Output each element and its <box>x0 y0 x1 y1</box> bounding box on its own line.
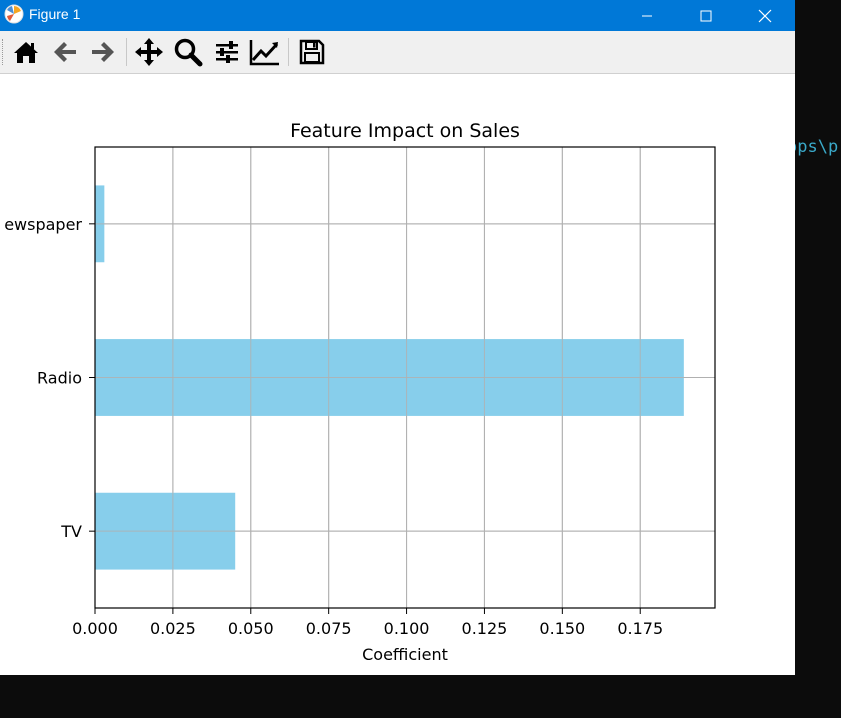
subplots-config-icon <box>216 41 238 63</box>
close-button[interactable] <box>736 0 794 31</box>
zoom-button[interactable] <box>172 36 204 68</box>
back-button[interactable] <box>49 36 81 68</box>
terminal-text: ops\p <box>787 137 839 157</box>
y-tick-label: TV <box>60 522 82 541</box>
save-button[interactable] <box>296 36 328 68</box>
configure-subplots-button[interactable] <box>211 36 243 68</box>
forward-button[interactable] <box>87 36 119 68</box>
toolbar-separator <box>288 38 289 66</box>
zoom-icon <box>174 38 203 67</box>
save-icon <box>299 39 325 65</box>
x-axis-label: Coefficient <box>362 645 448 664</box>
chart-title: Feature Impact on Sales <box>290 120 520 142</box>
toolbar-grip[interactable] <box>2 39 4 65</box>
x-tick-label: 0.175 <box>617 619 663 638</box>
x-tick-label: 0.000 <box>72 619 118 638</box>
x-tick-label: 0.150 <box>539 619 585 638</box>
home-icon <box>14 42 38 63</box>
x-tick-label: 0.050 <box>228 619 274 638</box>
edit-axis-icon <box>249 40 279 66</box>
bar-chart: Feature Impact on Sales 0.000 0.025 0.050 0.… <box>4 120 716 664</box>
y-tick-label: ewspaper <box>4 215 82 234</box>
minimize-button[interactable] <box>618 0 676 31</box>
title-bar[interactable]: Figure 1 <box>0 0 795 31</box>
edit-axis-button[interactable] <box>249 36 281 68</box>
pan-icon <box>135 38 163 66</box>
maximize-icon <box>700 10 712 21</box>
app-icon <box>4 4 24 24</box>
home-button[interactable] <box>10 36 42 68</box>
figure-window: Figure 1 <box>0 0 795 675</box>
x-tick-label: 0.025 <box>150 619 196 638</box>
x-tick-label: 0.125 <box>462 619 508 638</box>
x-tick-label: 0.100 <box>384 619 430 638</box>
toolbar-separator <box>126 38 127 66</box>
maximize-button[interactable] <box>677 0 735 31</box>
x-tick-label: 0.075 <box>306 619 352 638</box>
figure-canvas[interactable]: Feature Impact on Sales 0.000 0.025 0.050 0.… <box>0 74 795 675</box>
forward-arrow-icon <box>92 42 114 62</box>
pan-button[interactable] <box>133 36 165 68</box>
minimize-icon <box>642 15 652 16</box>
close-icon <box>758 9 772 22</box>
back-arrow-icon <box>54 42 76 62</box>
window-title: Figure 1 <box>29 6 81 22</box>
navigation-toolbar <box>0 31 795 74</box>
y-tick-label: Radio <box>37 369 82 388</box>
